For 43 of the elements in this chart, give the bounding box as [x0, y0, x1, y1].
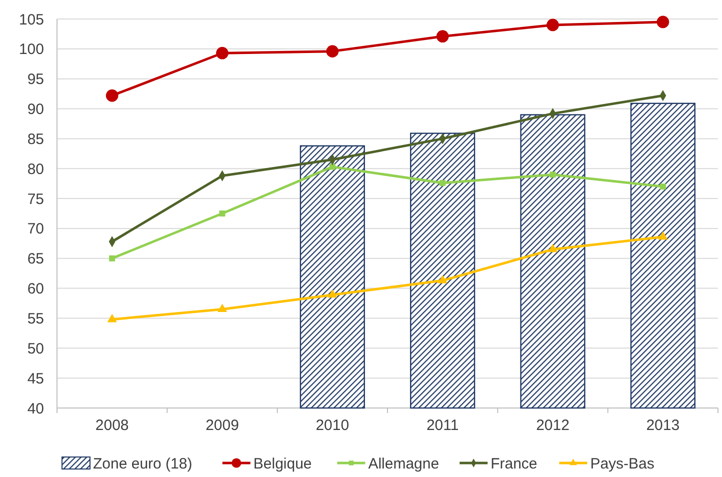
- x-tick-label: 2010: [316, 417, 350, 434]
- y-tick-label: 90: [27, 101, 44, 118]
- point: [219, 210, 226, 216]
- y-tick-label: 40: [27, 400, 44, 418]
- y-tick-label: 50: [27, 340, 44, 358]
- x-tick-label: 2008: [95, 417, 129, 434]
- x-tick-label: 2009: [206, 417, 239, 434]
- y-tick-label: 80: [27, 160, 44, 178]
- y-tick-label: 45: [27, 370, 44, 388]
- y-tick-label: 60: [27, 280, 44, 298]
- point: [326, 45, 339, 58]
- y-tick-label: 55: [27, 310, 44, 328]
- point: [217, 304, 228, 312]
- x-tick-label: 2012: [536, 417, 570, 434]
- point: [109, 255, 116, 262]
- point: [660, 184, 666, 190]
- point: [106, 89, 118, 102]
- y-tick-label: 85: [27, 130, 44, 148]
- y-tick-label: 65: [27, 250, 44, 268]
- point: [438, 274, 448, 284]
- legend-label: Pays-Bas: [590, 455, 654, 472]
- point: [656, 16, 670, 28]
- point: [328, 289, 338, 298]
- point: [658, 231, 668, 240]
- x-tick-label: 2011: [426, 417, 459, 434]
- point: [546, 18, 559, 32]
- point: [216, 46, 228, 60]
- y-tick-label: 105: [18, 11, 44, 28]
- point: [550, 172, 556, 178]
- legend-label: Zone euro (18): [93, 455, 192, 472]
- legend-label: Allemagne: [368, 455, 440, 472]
- point: [440, 180, 446, 186]
- point: [436, 30, 449, 43]
- x-tick-label: 2013: [646, 417, 680, 434]
- y-tick-label: 95: [27, 71, 44, 88]
- legend-label: France: [490, 455, 538, 472]
- y-tick-label: 70: [27, 220, 44, 238]
- point: [107, 314, 117, 322]
- y-tick-label: 100: [18, 41, 44, 58]
- y-tick-label: 75: [27, 190, 44, 208]
- legend-label: Belgique: [253, 455, 312, 472]
- point: [548, 244, 558, 252]
- point: [329, 164, 336, 170]
